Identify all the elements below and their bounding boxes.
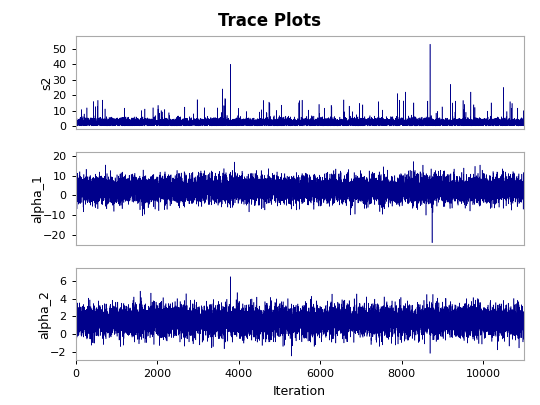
- Y-axis label: alpha_1: alpha_1: [31, 174, 44, 223]
- Text: Trace Plots: Trace Plots: [219, 12, 321, 30]
- X-axis label: Iteration: Iteration: [273, 385, 326, 398]
- Y-axis label: alpha_2: alpha_2: [38, 290, 51, 339]
- Y-axis label: s2: s2: [40, 76, 53, 90]
